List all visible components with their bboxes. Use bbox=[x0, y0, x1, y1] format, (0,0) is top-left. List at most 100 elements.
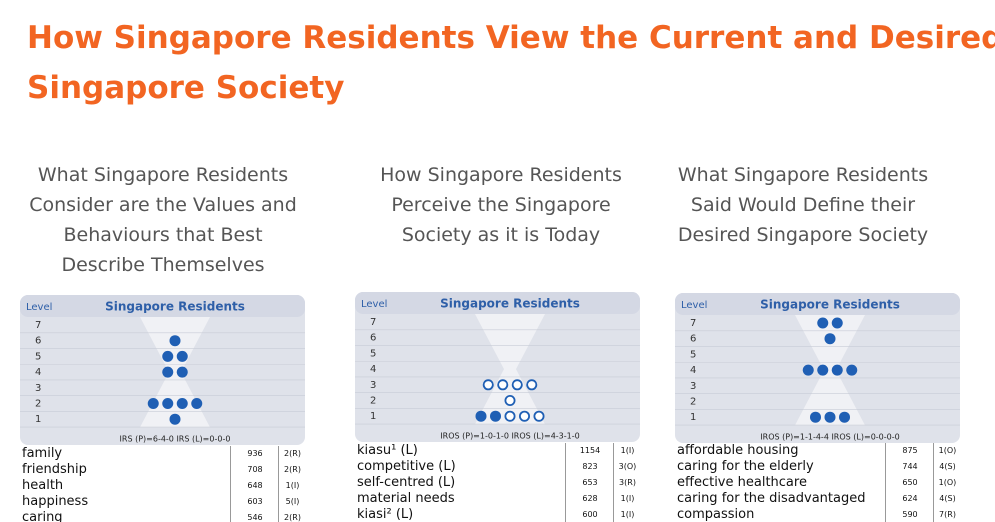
hollow-dot bbox=[497, 379, 509, 391]
table-row: competitive (L) 823 3(O) bbox=[355, 459, 640, 475]
filled-dot bbox=[490, 410, 501, 422]
row-count: 600 bbox=[565, 507, 614, 522]
row-count: 650 bbox=[885, 475, 934, 491]
filled-dot bbox=[810, 411, 821, 423]
row-count: 936 bbox=[230, 446, 279, 462]
group-header: Singapore Residents bbox=[760, 298, 900, 312]
row-code: 1(O) bbox=[933, 475, 961, 491]
row-value: affordable housing bbox=[677, 443, 799, 458]
hourglass bbox=[475, 314, 545, 425]
table-row: friendship 708 2(R) bbox=[20, 462, 305, 478]
heading-line: Perceive the Singapore bbox=[391, 194, 611, 216]
level-label: 1 bbox=[690, 412, 696, 423]
row-count: 1154 bbox=[565, 443, 614, 459]
value-table: kiasu¹ (L) 1154 1(I) competitive (L) 823 3(O)… bbox=[355, 443, 640, 522]
row-value: competitive (L) bbox=[357, 459, 456, 474]
row-code: 3(O) bbox=[613, 459, 641, 475]
row-count: 823 bbox=[565, 459, 614, 475]
filled-dot bbox=[162, 350, 174, 362]
row-code: 7(R) bbox=[933, 507, 961, 522]
filled-dot bbox=[802, 364, 814, 376]
level-label: 5 bbox=[690, 349, 696, 360]
heading-line: What Singapore Residents bbox=[677, 164, 929, 186]
filled-dot bbox=[169, 335, 181, 347]
hourglass bbox=[795, 315, 865, 426]
row-code: 5(I) bbox=[278, 494, 306, 510]
group-header: Singapore Residents bbox=[440, 297, 580, 311]
row-value: health bbox=[22, 478, 64, 493]
heading-line: Society as it is Today bbox=[401, 224, 601, 246]
panel-heading: What Singapore Residents Said Would Defin… bbox=[643, 160, 963, 250]
heading-line: Desired Singapore Society bbox=[677, 224, 929, 246]
level-label: 7 bbox=[35, 320, 41, 331]
filled-dot bbox=[169, 413, 181, 425]
table-row: material needs 628 1(I) bbox=[355, 491, 640, 507]
panel-heading: What Singapore Residents Consider are the… bbox=[3, 160, 323, 280]
level-label: 2 bbox=[35, 399, 41, 410]
heading-line: What Singapore Residents bbox=[37, 164, 289, 186]
level-label: 3 bbox=[35, 383, 41, 394]
title-line: How Singapore Residents View the Current… bbox=[27, 20, 995, 56]
filled-dot bbox=[824, 411, 836, 423]
filled-dot bbox=[176, 398, 188, 409]
hollow-dot bbox=[526, 379, 538, 391]
chart-footer: IROS (P)=1-0-1-0 IROS (L)=4-3-1-0 bbox=[440, 431, 579, 440]
level-label: 6 bbox=[690, 334, 696, 345]
row-count: 708 bbox=[230, 462, 279, 478]
row-code: 4(S) bbox=[933, 491, 961, 507]
value-table: affordable housing 875 1(O) caring for the … bbox=[675, 443, 960, 522]
table-row: caring for the disadvantaged 624 4(S) bbox=[675, 491, 960, 507]
row-value: kiasi² (L) bbox=[357, 507, 414, 522]
level-label: 7 bbox=[690, 318, 696, 329]
row-code: 1(I) bbox=[278, 478, 306, 494]
header-bg bbox=[355, 292, 640, 314]
level-header: Level bbox=[361, 299, 387, 310]
value-table: family 936 2(R) friendship 708 2(R) health 648 1… bbox=[20, 446, 305, 522]
level-label: 2 bbox=[370, 396, 376, 407]
filled-dot bbox=[162, 366, 174, 378]
table-row: caring 546 2(R) bbox=[20, 510, 305, 522]
filled-dot bbox=[475, 410, 487, 422]
level-label: 3 bbox=[690, 381, 696, 392]
table-row: health 648 1(I) bbox=[20, 478, 305, 494]
level-label: 6 bbox=[35, 336, 41, 347]
table-row: self-centred (L) 653 3(R) bbox=[355, 475, 640, 491]
hollow-dot bbox=[533, 410, 545, 422]
level-label: 7 bbox=[370, 317, 376, 328]
table-row: family 936 2(R) bbox=[20, 446, 305, 462]
level-label: 1 bbox=[35, 414, 41, 425]
level-header: Level bbox=[26, 302, 52, 313]
row-value: caring bbox=[22, 510, 63, 522]
hollow-dot bbox=[504, 410, 516, 422]
row-value: caring for the elderly bbox=[677, 459, 814, 474]
level-label: 2 bbox=[690, 397, 696, 408]
header-bg bbox=[20, 295, 305, 317]
chart-bg bbox=[675, 293, 960, 443]
filled-dot bbox=[147, 398, 159, 409]
filled-dot bbox=[176, 350, 188, 362]
level-label: 3 bbox=[370, 380, 376, 391]
level-label: 5 bbox=[35, 351, 41, 362]
row-count: 590 bbox=[885, 507, 934, 522]
row-count: 744 bbox=[885, 459, 934, 475]
filled-dot bbox=[824, 333, 836, 345]
row-code: 1(I) bbox=[613, 491, 641, 507]
row-code: 2(R) bbox=[278, 462, 306, 478]
row-value: material needs bbox=[357, 491, 455, 506]
level-chart: Level Singapore Residents 7 6 5 4 3 2 1 IROS (P)=… bbox=[355, 292, 640, 442]
heading-line: How Singapore Residents bbox=[380, 164, 622, 186]
filled-dot bbox=[817, 317, 829, 329]
level-label: 4 bbox=[35, 367, 41, 378]
filled-dot bbox=[846, 364, 858, 376]
level-label: 1 bbox=[370, 411, 376, 422]
level-chart: Level Singapore Residents 7 6 5 4 3 2 1 IRS (P)=6… bbox=[20, 295, 305, 445]
hollow-dot bbox=[511, 379, 523, 391]
row-value: self-centred (L) bbox=[357, 475, 456, 490]
table-row: kiasi² (L) 600 1(I) bbox=[355, 507, 640, 522]
header-bg bbox=[675, 293, 960, 315]
row-count: 628 bbox=[565, 491, 614, 507]
row-count: 624 bbox=[885, 491, 934, 507]
heading-line: Describe Themselves bbox=[61, 254, 265, 276]
table-row: kiasu¹ (L) 1154 1(I) bbox=[355, 443, 640, 459]
